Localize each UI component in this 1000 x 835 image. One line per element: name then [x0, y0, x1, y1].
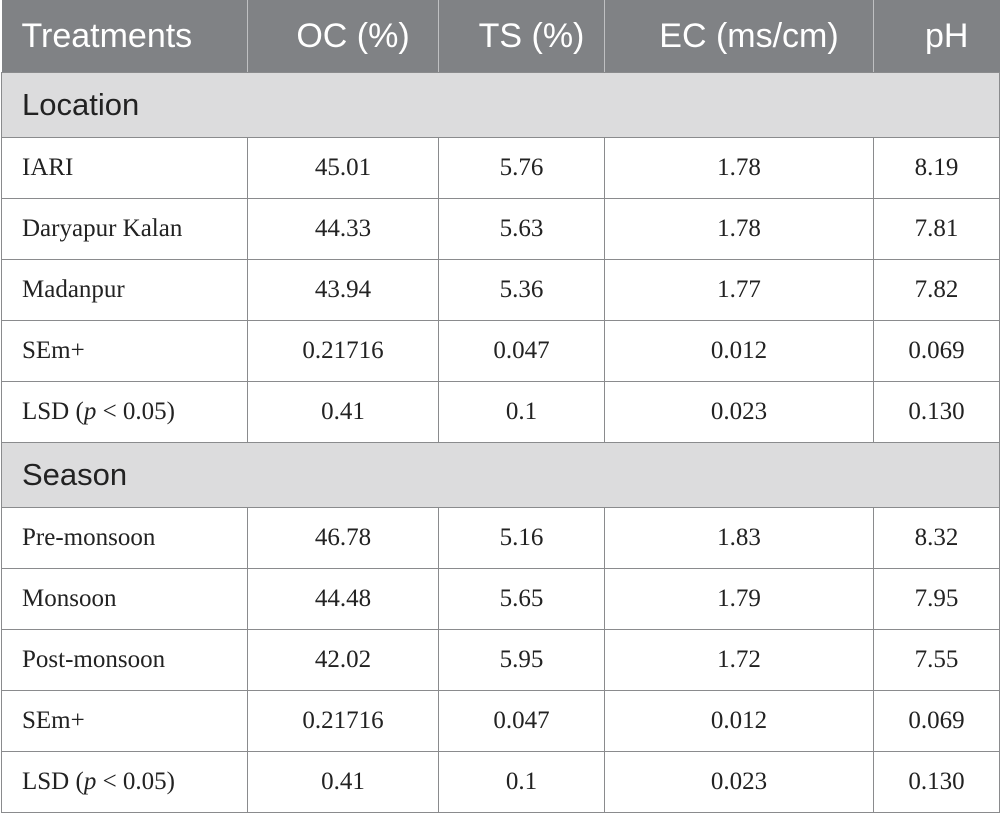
- cell-oc: 0.21716: [247, 690, 439, 752]
- cell-ec: 1.78: [604, 137, 874, 199]
- cell-ts: 5.76: [438, 137, 605, 199]
- table-row: LSD (p < 0.05) 0.41 0.1 0.023 0.130: [1, 381, 1000, 443]
- cell-ec: 1.72: [604, 629, 874, 691]
- row-label-italic: p: [83, 768, 97, 795]
- header-row: Treatments OC (%) TS (%) EC (ms/cm) pH: [1, 0, 1000, 73]
- table-row: IARI 45.01 5.76 1.78 8.19: [1, 137, 1000, 199]
- row-label: LSD (p < 0.05): [1, 751, 248, 813]
- cell-ec: 0.012: [604, 690, 874, 752]
- cell-ph: 8.19: [873, 137, 1000, 199]
- cell-ec: 0.012: [604, 320, 874, 382]
- data-table: Treatments OC (%) TS (%) EC (ms/cm) pH L…: [1, 0, 1000, 813]
- cell-ec: 1.78: [604, 198, 874, 260]
- row-label: SEm+: [1, 690, 248, 752]
- header-treatments: Treatments: [1, 0, 248, 73]
- row-label-prefix: LSD (: [22, 398, 84, 425]
- cell-ph: 0.130: [873, 381, 1000, 443]
- section-row: Location: [1, 72, 1000, 138]
- table-row: SEm+ 0.21716 0.047 0.012 0.069: [1, 690, 1000, 752]
- row-label: Pre-monsoon: [1, 507, 248, 569]
- cell-ts: 5.36: [438, 259, 605, 321]
- cell-ts: 0.047: [438, 690, 605, 752]
- table-row: LSD (p < 0.05) 0.41 0.1 0.023 0.130: [1, 751, 1000, 813]
- row-label: Madanpur: [1, 259, 248, 321]
- cell-oc: 43.94: [247, 259, 439, 321]
- cell-ec: 0.023: [604, 381, 874, 443]
- cell-ec: 1.79: [604, 568, 874, 630]
- cell-oc: 42.02: [247, 629, 439, 691]
- table-row: Daryapur Kalan 44.33 5.63 1.78 7.81: [1, 198, 1000, 260]
- row-label: Post-monsoon: [1, 629, 248, 691]
- cell-oc: 44.48: [247, 568, 439, 630]
- cell-ph: 7.95: [873, 568, 1000, 630]
- row-label: IARI: [1, 137, 248, 199]
- cell-ts: 5.63: [438, 198, 605, 260]
- cell-ts: 5.95: [438, 629, 605, 691]
- cell-ph: 7.82: [873, 259, 1000, 321]
- row-label-prefix: LSD (: [22, 768, 84, 795]
- row-label-suffix: < 0.05): [96, 768, 175, 795]
- row-label-italic: p: [83, 398, 97, 425]
- cell-ph: 7.81: [873, 198, 1000, 260]
- section-row: Season: [1, 442, 1000, 508]
- cell-ec: 0.023: [604, 751, 874, 813]
- table-body: Location IARI 45.01 5.76 1.78 8.19 Daryapur Ka…: [1, 72, 1000, 813]
- table-row: Monsoon 44.48 5.65 1.79 7.95: [1, 568, 1000, 630]
- section-title: Season: [1, 442, 1000, 508]
- cell-ts: 5.65: [438, 568, 605, 630]
- table-row: Pre-monsoon 46.78 5.16 1.83 8.32: [1, 507, 1000, 569]
- row-label-suffix: < 0.05): [96, 398, 175, 425]
- header-ec: EC (ms/cm): [604, 0, 874, 73]
- row-label: Daryapur Kalan: [1, 198, 248, 260]
- table-row: Madanpur 43.94 5.36 1.77 7.82: [1, 259, 1000, 321]
- row-label: SEm+: [1, 320, 248, 382]
- cell-ts: 0.1: [438, 751, 605, 813]
- row-label: Monsoon: [1, 568, 248, 630]
- cell-ph: 0.130: [873, 751, 1000, 813]
- cell-ec: 1.77: [604, 259, 874, 321]
- cell-oc: 45.01: [247, 137, 439, 199]
- header-ph: pH: [873, 0, 1000, 73]
- cell-ph: 0.069: [873, 320, 1000, 382]
- cell-ec: 1.83: [604, 507, 874, 569]
- cell-ts: 0.1: [438, 381, 605, 443]
- cell-ph: 7.55: [873, 629, 1000, 691]
- cell-oc: 44.33: [247, 198, 439, 260]
- cell-oc: 0.21716: [247, 320, 439, 382]
- cell-oc: 0.41: [247, 381, 439, 443]
- table-row: SEm+ 0.21716 0.047 0.012 0.069: [1, 320, 1000, 382]
- table-row: Post-monsoon 42.02 5.95 1.72 7.55: [1, 629, 1000, 691]
- section-title: Location: [1, 72, 1000, 138]
- row-label: LSD (p < 0.05): [1, 381, 248, 443]
- cell-oc: 46.78: [247, 507, 439, 569]
- cell-ph: 8.32: [873, 507, 1000, 569]
- cell-oc: 0.41: [247, 751, 439, 813]
- cell-ph: 0.069: [873, 690, 1000, 752]
- header-ts: TS (%): [438, 0, 605, 73]
- header-oc: OC (%): [247, 0, 439, 73]
- cell-ts: 5.16: [438, 507, 605, 569]
- cell-ts: 0.047: [438, 320, 605, 382]
